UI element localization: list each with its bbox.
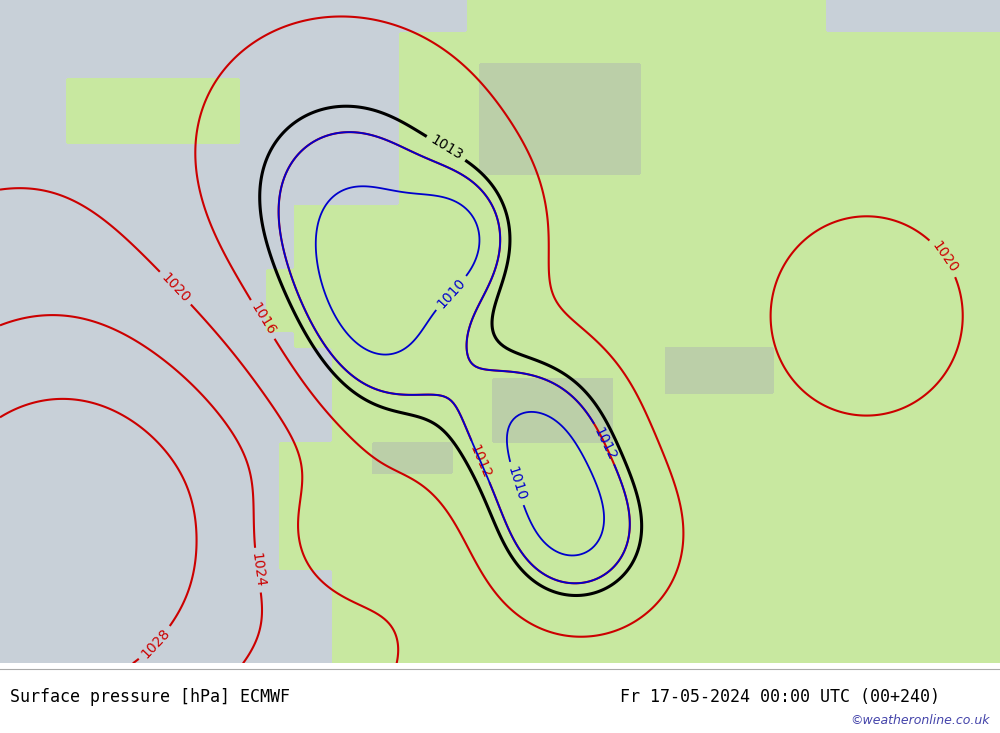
Text: ©weatheronline.co.uk: ©weatheronline.co.uk bbox=[850, 715, 990, 727]
Text: Fr 17-05-2024 00:00 UTC (00+240): Fr 17-05-2024 00:00 UTC (00+240) bbox=[620, 688, 940, 706]
Text: 1016: 1016 bbox=[247, 301, 278, 338]
Text: Surface pressure [hPa] ECMWF: Surface pressure [hPa] ECMWF bbox=[10, 688, 290, 706]
Text: 1012: 1012 bbox=[591, 425, 619, 463]
Text: 1010: 1010 bbox=[505, 465, 528, 503]
Text: 1028: 1028 bbox=[138, 626, 173, 661]
Text: 1024: 1024 bbox=[248, 552, 267, 589]
Text: 1010: 1010 bbox=[434, 275, 468, 311]
Text: 1012: 1012 bbox=[467, 443, 494, 480]
Text: 1013: 1013 bbox=[427, 133, 465, 163]
Text: 1020: 1020 bbox=[929, 239, 960, 276]
Text: 1020: 1020 bbox=[158, 270, 193, 306]
